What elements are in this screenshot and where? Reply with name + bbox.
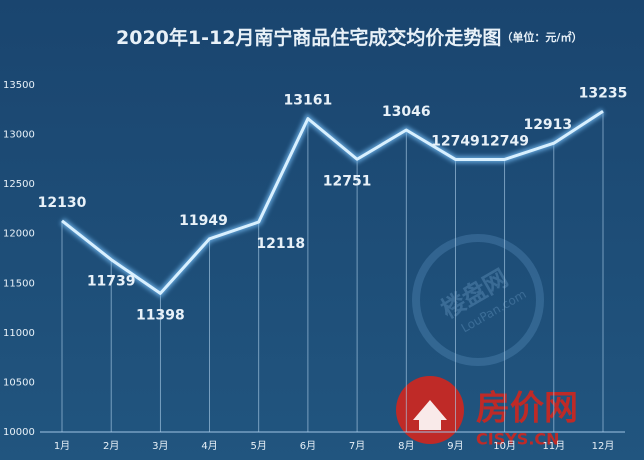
- chart-title: 2020年1-12月南宁商品住宅成交均价走势图: [116, 26, 501, 49]
- x-tick-label: 8月: [398, 440, 414, 452]
- data-label: 12749: [431, 133, 480, 149]
- y-tick-label: 12000: [3, 229, 35, 240]
- x-tick-label: 10月: [493, 440, 516, 452]
- x-tick-label: 11月: [542, 440, 565, 452]
- x-tick-label: 3月: [152, 440, 168, 452]
- watermark-cisys: 房价网 CISYS.CN: [396, 376, 578, 449]
- y-tick-label: 11000: [3, 328, 35, 339]
- chart-subtitle: （单位：元/㎡）: [501, 30, 582, 44]
- x-tick-label: 1月: [54, 440, 70, 452]
- x-tick-label: 9月: [447, 440, 463, 452]
- data-label: 12751: [323, 173, 372, 189]
- x-tick-label: 4月: [201, 440, 217, 452]
- data-label: 12118: [256, 236, 305, 252]
- y-tick-label: 13500: [3, 80, 35, 91]
- data-label: 12913: [523, 117, 572, 133]
- line: [61, 110, 604, 295]
- y-tick-label: 13000: [3, 130, 35, 141]
- data-label: 13161: [284, 93, 333, 109]
- x-tick-label: 6月: [300, 440, 316, 452]
- data-label: 12749: [480, 133, 529, 149]
- watermark-text: 房价网: [476, 389, 578, 429]
- data-label: 11398: [136, 307, 185, 323]
- watermark-text: CISYS.CN: [476, 430, 560, 449]
- x-tick-label: 12月: [592, 440, 615, 452]
- y-tick-label: 12500: [3, 179, 35, 190]
- x-tick-label: 7月: [349, 440, 365, 452]
- x-tick-label: 2月: [103, 440, 119, 452]
- data-label: 13046: [382, 104, 431, 120]
- data-label: 13235: [579, 85, 628, 101]
- y-tick-label: 10500: [3, 377, 35, 388]
- data-label: 11739: [87, 274, 136, 290]
- y-tick-label: 10000: [3, 427, 35, 438]
- y-tick-label: 11500: [3, 278, 35, 289]
- title-line: 2020年1-12月南宁商品住宅成交均价走势图（单位：元/㎡）: [116, 26, 582, 49]
- data-label: 12130: [38, 195, 87, 211]
- data-label: 11949: [179, 213, 228, 229]
- x-tick-label: 5月: [251, 440, 267, 452]
